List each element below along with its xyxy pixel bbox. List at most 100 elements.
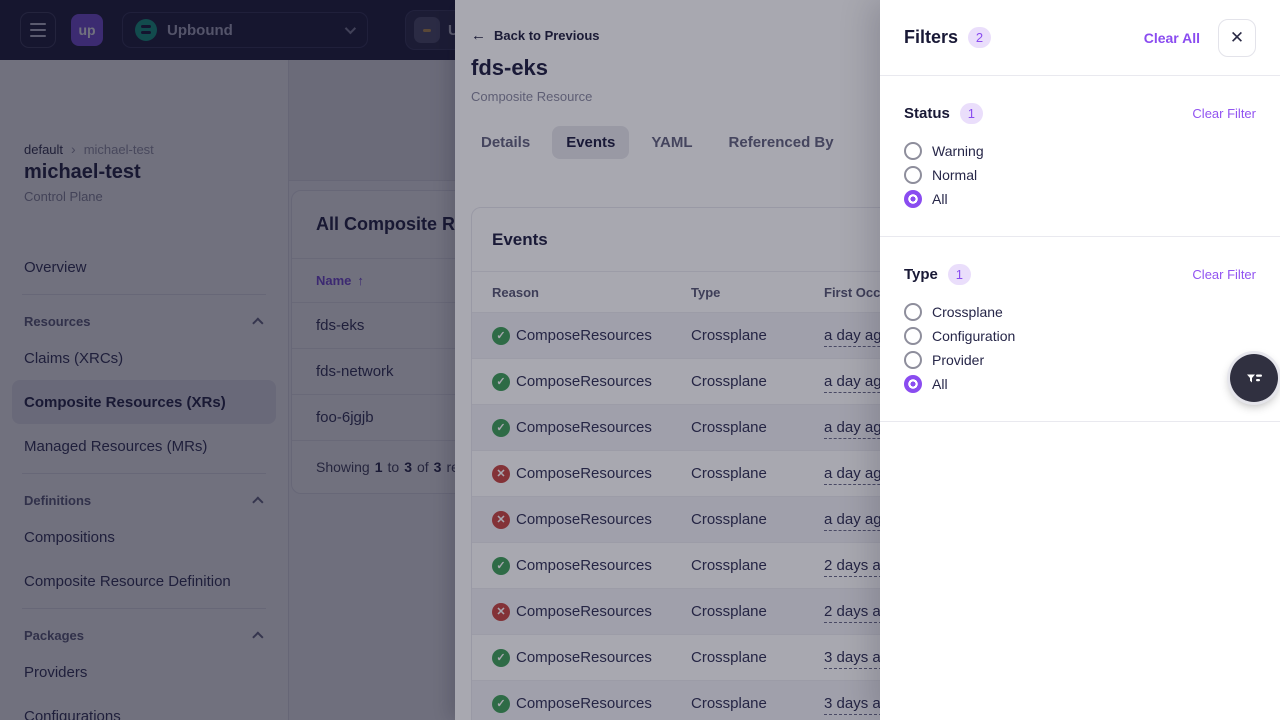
- sidebar-item[interactable]: Managed Resources (MRs): [24, 437, 208, 455]
- breadcrumb: default › michael-test: [24, 141, 154, 157]
- control-plane-title: michael-test: [24, 161, 141, 183]
- event-first-occurred[interactable]: a day ago: [824, 373, 890, 393]
- event-first-occurred[interactable]: a day ago: [824, 327, 890, 347]
- radio-option[interactable]: Configuration: [904, 324, 1256, 348]
- event-type: Crossplane: [691, 465, 767, 482]
- status-icon: [492, 648, 510, 667]
- event-reason: ComposeResources: [516, 511, 652, 528]
- sidebar-item-overview[interactable]: Overview: [24, 258, 87, 276]
- type-options: Crossplane Configuration Provider All: [904, 300, 1256, 396]
- radio-option[interactable]: Provider: [904, 348, 1256, 372]
- upbound-logo[interactable]: up: [71, 14, 103, 46]
- events-title: Events: [472, 208, 1263, 272]
- event-type: Crossplane: [691, 695, 767, 712]
- event-reason: ComposeResources: [516, 373, 652, 390]
- event-type: Crossplane: [691, 557, 767, 574]
- sidebar: default › michael-test michael-test Cont…: [0, 60, 289, 720]
- org-avatar-icon: [135, 19, 157, 41]
- event-row[interactable]: ComposeResources Crossplane a day ago: [472, 359, 1263, 405]
- event-reason: ComposeResources: [516, 649, 652, 666]
- divider: [22, 608, 266, 609]
- event-first-occurred[interactable]: a day ago: [824, 419, 890, 439]
- control-plane-icon: [414, 17, 440, 43]
- event-type: Crossplane: [691, 373, 767, 390]
- event-first-occurred[interactable]: 3 days ago: [824, 649, 898, 669]
- menu-icon[interactable]: [20, 12, 56, 48]
- filters-backdrop[interactable]: [0, 0, 880, 720]
- status-icon: [492, 372, 510, 391]
- event-row[interactable]: ComposeResources Crossplane 2 days ago: [472, 543, 1263, 589]
- sort-ascending-icon: ↑: [357, 273, 364, 288]
- event-first-occurred[interactable]: a day ago: [824, 511, 890, 531]
- clear-all-button[interactable]: Clear All: [1143, 29, 1200, 46]
- filters-panel: Filters 2 Clear All ✕ Status 1 Clear Fil…: [880, 0, 1280, 720]
- close-icon[interactable]: ✕: [1218, 18, 1256, 57]
- radio-icon[interactable]: [904, 327, 922, 345]
- radio-option[interactable]: Warning: [904, 139, 1256, 163]
- sidebar-item[interactable]: Configurations: [24, 707, 121, 720]
- event-reason: ComposeResources: [516, 327, 652, 344]
- tab[interactable]: Details: [481, 134, 531, 151]
- radio-icon[interactable]: [904, 166, 922, 184]
- filters-count-badge: 2: [968, 27, 992, 48]
- tab[interactable]: YAML: [651, 134, 693, 151]
- radio-icon[interactable]: [904, 303, 922, 321]
- org-selector-label: Upbound: [167, 21, 233, 39]
- type-clear-filter-button[interactable]: Clear Filter: [1192, 266, 1256, 282]
- event-row[interactable]: ComposeResources Crossplane 3 days ago: [472, 635, 1263, 681]
- org-selector-dropdown[interactable]: Upbound: [122, 12, 368, 48]
- resource-subtitle: Composite Resource: [471, 89, 593, 104]
- tab[interactable]: Referenced By: [728, 134, 834, 151]
- sidebar-item[interactable]: Compositions: [24, 528, 115, 546]
- resource-title: fds-eks: [471, 55, 549, 80]
- filter-icon: [1247, 374, 1262, 383]
- filter-fab-button[interactable]: [1230, 354, 1278, 402]
- status-icon: [492, 694, 510, 713]
- breadcrumb-parent[interactable]: default: [24, 141, 64, 157]
- event-type: Crossplane: [691, 419, 767, 436]
- type-count-badge: 1: [947, 263, 971, 285]
- tab[interactable]: Events: [552, 126, 630, 159]
- event-first-occurred[interactable]: 2 days ago: [824, 603, 898, 623]
- event-type: Crossplane: [691, 603, 767, 620]
- radio-label: Normal: [932, 167, 978, 183]
- back-to-previous-link[interactable]: ← Back to Previous: [471, 27, 600, 44]
- divider: [22, 294, 266, 295]
- detail-tabs: Details Events YAML Referenced By: [467, 126, 848, 159]
- radio-icon[interactable]: [904, 142, 922, 160]
- radio-option[interactable]: Normal: [904, 163, 1256, 187]
- event-row[interactable]: ComposeResources Crossplane a day ago: [472, 451, 1263, 497]
- sidebar-group-resources[interactable]: Resources: [12, 300, 276, 336]
- status-options: Warning Normal All: [904, 139, 1256, 211]
- event-reason: ComposeResources: [516, 695, 652, 712]
- sidebar-group-definitions[interactable]: Definitions: [12, 479, 276, 515]
- sidebar-group-packages[interactable]: Packages: [12, 614, 276, 650]
- event-first-occurred[interactable]: 2 days ago: [824, 557, 898, 577]
- sidebar-item[interactable]: Composite Resource Definition: [24, 572, 231, 590]
- status-icon: [492, 556, 510, 575]
- status-icon: [492, 510, 510, 529]
- radio-label: Configuration: [932, 328, 1016, 344]
- radio-icon[interactable]: [904, 190, 922, 208]
- sidebar-item[interactable]: Composite Resources (XRs): [12, 380, 276, 424]
- radio-label: All: [932, 191, 948, 207]
- event-reason: ComposeResources: [516, 419, 652, 436]
- definitions-items: Compositions Composite Resource Definitio…: [12, 515, 276, 603]
- sidebar-item[interactable]: Providers: [24, 663, 88, 681]
- event-reason: ComposeResources: [516, 557, 652, 574]
- radio-icon[interactable]: [904, 375, 922, 393]
- radio-option[interactable]: All: [904, 372, 1256, 396]
- event-reason: ComposeResources: [516, 603, 652, 620]
- event-type: Crossplane: [691, 511, 767, 528]
- radio-option[interactable]: Crossplane: [904, 300, 1256, 324]
- back-label: Back to Previous: [494, 28, 600, 43]
- sidebar-item[interactable]: Claims (XRCs): [24, 349, 124, 367]
- event-first-occurred[interactable]: a day ago: [824, 465, 890, 485]
- status-clear-filter-button[interactable]: Clear Filter: [1192, 105, 1256, 121]
- status-count-badge: 1: [959, 102, 983, 124]
- radio-option[interactable]: All: [904, 187, 1256, 211]
- radio-icon[interactable]: [904, 351, 922, 369]
- event-first-occurred[interactable]: 3 days ago: [824, 695, 898, 715]
- filters-title: Filters: [904, 27, 959, 47]
